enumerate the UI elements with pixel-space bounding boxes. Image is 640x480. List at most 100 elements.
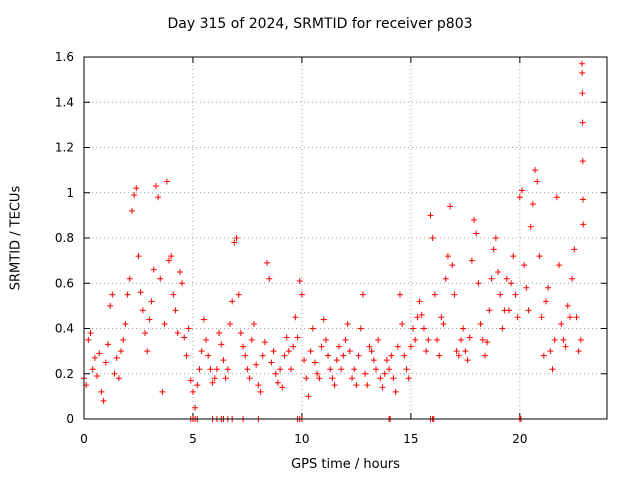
data-point <box>142 330 149 337</box>
data-point <box>351 366 358 373</box>
data-point <box>237 330 244 337</box>
data-point <box>246 375 253 382</box>
data-point <box>264 259 271 266</box>
data-point <box>161 320 168 327</box>
y-tick-label: 0 <box>66 412 74 426</box>
data-point <box>148 298 155 305</box>
data-point <box>499 325 506 332</box>
data-point <box>379 384 386 391</box>
data-point <box>503 275 510 282</box>
data-point <box>545 284 552 291</box>
data-point <box>505 307 512 314</box>
data-point <box>394 343 401 350</box>
data-point <box>207 366 214 373</box>
data-point <box>440 320 447 327</box>
data-point <box>192 404 199 411</box>
x-tick-label: 15 <box>403 432 418 446</box>
data-point <box>266 275 273 282</box>
data-point <box>579 69 586 76</box>
data-point <box>359 291 366 298</box>
data-point <box>416 298 423 305</box>
data-point <box>248 336 255 343</box>
y-tick-label: 1.6 <box>55 50 74 64</box>
data-point <box>464 357 471 364</box>
data-point <box>181 334 188 341</box>
data-point <box>231 239 238 246</box>
data-point <box>305 393 312 400</box>
data-point <box>194 382 201 389</box>
data-point <box>566 314 573 321</box>
data-point <box>185 325 192 332</box>
data-point <box>176 268 183 275</box>
data-point <box>205 352 212 359</box>
data-point <box>523 284 530 291</box>
data-point <box>344 320 351 327</box>
x-tick-label: 5 <box>189 432 197 446</box>
data-point <box>377 375 384 382</box>
data-point <box>527 223 534 230</box>
data-point <box>481 352 488 359</box>
data-point <box>244 366 251 373</box>
data-point <box>386 366 393 373</box>
data-point <box>200 316 207 323</box>
data-point <box>115 375 122 382</box>
data-point <box>414 314 421 321</box>
data-point <box>451 291 458 298</box>
data-point <box>338 366 345 373</box>
data-point <box>401 352 408 359</box>
data-point <box>477 320 484 327</box>
data-point <box>516 194 523 201</box>
data-point <box>229 298 236 305</box>
data-point <box>390 375 397 382</box>
data-point <box>431 291 438 298</box>
data-point <box>497 291 504 298</box>
y-tick-label: 0.8 <box>55 231 74 245</box>
data-point <box>318 343 325 350</box>
data-point <box>490 246 497 253</box>
data-point <box>150 266 157 273</box>
data-point <box>159 388 166 395</box>
data-point <box>423 348 430 355</box>
data-point <box>131 192 138 199</box>
data-point <box>309 325 316 332</box>
data-point <box>551 336 558 343</box>
y-tick-label: 1 <box>66 186 74 200</box>
data-point <box>579 158 586 165</box>
data-point <box>183 352 190 359</box>
data-point <box>98 388 105 395</box>
data-point <box>281 352 288 359</box>
grid-lines <box>84 57 607 419</box>
data-point <box>510 253 517 260</box>
data-point <box>449 262 456 269</box>
data-point <box>122 320 129 327</box>
data-point <box>577 336 584 343</box>
data-point <box>87 330 94 337</box>
data-point <box>168 253 175 260</box>
data-point <box>558 320 565 327</box>
data-point <box>434 336 441 343</box>
data-point <box>373 366 380 373</box>
data-point <box>514 314 521 321</box>
data-point <box>290 343 297 350</box>
data-point <box>349 375 356 382</box>
data-point <box>235 291 242 298</box>
data-point <box>170 291 177 298</box>
data-point <box>120 336 127 343</box>
data-point <box>492 235 499 241</box>
data-point <box>569 275 576 282</box>
data-point <box>479 336 486 343</box>
data-point <box>155 194 162 201</box>
data-point <box>100 397 107 404</box>
data-point <box>579 90 586 97</box>
data-point <box>564 302 571 309</box>
data-point <box>146 316 153 323</box>
data-point <box>268 359 275 366</box>
data-point <box>403 366 410 373</box>
data-point <box>512 291 519 298</box>
x-axis-label: GPS time / hours <box>291 457 400 472</box>
data-point <box>327 366 334 373</box>
data-point <box>405 375 412 382</box>
data-point <box>283 334 290 341</box>
data-point <box>96 350 103 357</box>
data-point <box>111 370 118 377</box>
